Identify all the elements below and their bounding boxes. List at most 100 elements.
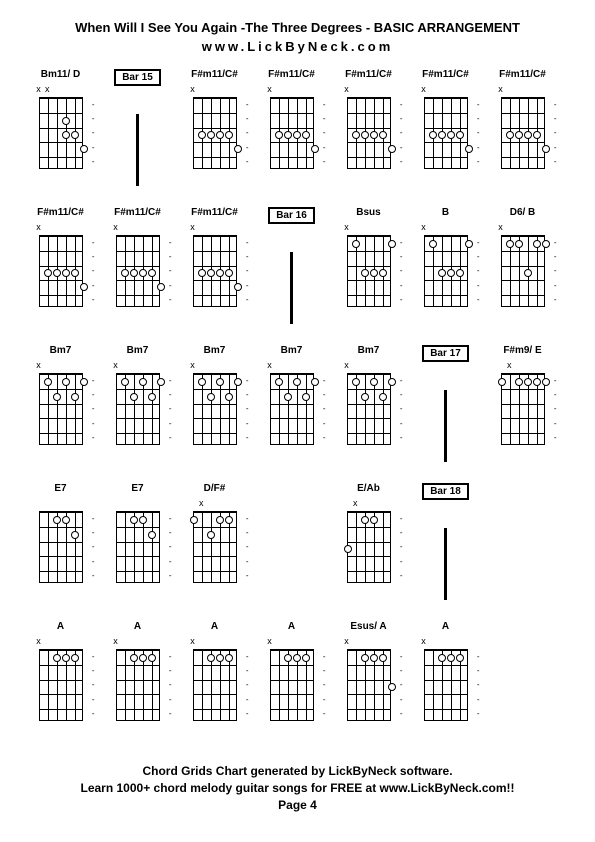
finger-dot xyxy=(121,378,129,386)
footer-line1: Chord Grids Chart generated by LickByNec… xyxy=(25,763,570,780)
finger-dot xyxy=(438,131,446,139)
fretboard xyxy=(270,97,314,169)
side-dashes: ----- xyxy=(400,235,403,307)
side-dashes: ----- xyxy=(323,97,326,169)
side-dashes: ----- xyxy=(169,649,172,721)
finger-dot xyxy=(198,131,206,139)
fretboard xyxy=(116,235,160,307)
chord-diagram: x----- xyxy=(189,501,241,587)
fretboard xyxy=(39,649,83,721)
chord-label: D6/ B xyxy=(510,207,536,221)
chord-label: A xyxy=(57,621,64,635)
chord-cell: F#m11/C#x----- xyxy=(102,207,173,337)
finger-dot xyxy=(361,393,369,401)
chord-label: F#m11/C# xyxy=(499,69,546,83)
bar-cell: Bar 16 xyxy=(256,207,327,337)
fretboard xyxy=(39,97,83,169)
finger-dot xyxy=(447,269,455,277)
fretboard xyxy=(39,511,83,583)
side-dashes: ----- xyxy=(554,373,557,445)
chord-diagram: x----- xyxy=(189,87,241,173)
finger-dot xyxy=(542,145,550,153)
top-marks: x xyxy=(497,223,549,233)
top-marks: x xyxy=(35,637,87,647)
finger-dot xyxy=(62,378,70,386)
finger-dot xyxy=(361,516,369,524)
finger-dot xyxy=(293,378,301,386)
finger-dot xyxy=(311,145,319,153)
finger-dot xyxy=(302,393,310,401)
top-marks: x xyxy=(343,637,395,647)
finger-dot xyxy=(379,393,387,401)
bar-cell: Bar 18 xyxy=(410,483,481,613)
finger-dot xyxy=(157,378,165,386)
header: When Will I See You Again -The Three Deg… xyxy=(25,20,570,54)
bar-divider-line xyxy=(290,252,293,324)
top-marks: x xyxy=(266,637,318,647)
chord-cell: Bm7x----- xyxy=(256,345,327,475)
fretboard xyxy=(116,373,160,445)
side-dashes: ----- xyxy=(477,235,480,307)
finger-dot xyxy=(139,654,147,662)
page-title: When Will I See You Again -The Three Deg… xyxy=(25,20,570,35)
side-dashes: ----- xyxy=(400,511,403,583)
empty-cell xyxy=(487,483,558,613)
bar-cell: Bar 17 xyxy=(410,345,481,475)
finger-dot xyxy=(524,131,532,139)
bar-divider-line xyxy=(136,114,139,186)
finger-dot xyxy=(157,283,165,291)
finger-dot xyxy=(370,378,378,386)
chord-cell: Bm7x----- xyxy=(102,345,173,475)
chord-cell: Bx----- xyxy=(410,207,481,337)
finger-dot xyxy=(284,654,292,662)
chord-cell: F#m11/C#x----- xyxy=(25,207,96,337)
finger-dot xyxy=(284,393,292,401)
chord-diagram: x----- xyxy=(35,225,87,311)
chord-cell: E7----- xyxy=(25,483,96,613)
bar-divider-line xyxy=(444,390,447,462)
chord-diagram: x----- xyxy=(35,639,87,725)
finger-dot xyxy=(44,269,52,277)
finger-dot xyxy=(234,283,242,291)
chord-diagram: x----- xyxy=(497,225,549,311)
finger-dot xyxy=(53,516,61,524)
chord-diagram: x----- xyxy=(343,639,395,725)
finger-dot xyxy=(198,378,206,386)
chord-diagram: x----- xyxy=(189,363,241,449)
chord-cell: Bsusx----- xyxy=(333,207,404,337)
bar-label: Bar 15 xyxy=(114,69,161,86)
finger-dot xyxy=(71,654,79,662)
chord-diagram: x----- xyxy=(343,363,395,449)
chord-grid: Bm11/ Dxx-----Bar 15F#m11/C#x-----F#m11/… xyxy=(25,69,570,751)
chord-cell: Bm7x----- xyxy=(179,345,250,475)
chord-label: F#m11/C# xyxy=(345,69,392,83)
side-dashes: ----- xyxy=(323,373,326,445)
finger-dot xyxy=(234,145,242,153)
top-marks: x xyxy=(343,361,395,371)
finger-dot xyxy=(506,240,514,248)
chord-cell: F#m9/ Ex----- xyxy=(487,345,558,475)
finger-dot xyxy=(62,654,70,662)
finger-dot xyxy=(207,531,215,539)
empty-cell xyxy=(256,483,327,613)
chord-label: A xyxy=(211,621,218,635)
finger-dot xyxy=(388,145,396,153)
chord-cell: F#m11/C#x----- xyxy=(333,69,404,199)
finger-dot xyxy=(293,654,301,662)
chord-diagram: x----- xyxy=(420,225,472,311)
finger-dot xyxy=(216,269,224,277)
chord-label: Esus/ A xyxy=(350,621,386,635)
top-marks: x xyxy=(343,223,395,233)
top-marks: x xyxy=(112,361,164,371)
chord-label: F#m11/C# xyxy=(191,69,238,83)
chord-cell: Ax----- xyxy=(102,621,173,751)
top-marks xyxy=(112,499,164,509)
chord-diagram: x----- xyxy=(343,501,395,587)
top-marks: x xyxy=(189,499,241,509)
chord-label: Bm7 xyxy=(358,345,380,359)
chord-label: Bm7 xyxy=(50,345,72,359)
chord-label: F#m11/C# xyxy=(268,69,315,83)
finger-dot xyxy=(71,269,79,277)
chord-label: F#m11/C# xyxy=(191,207,238,221)
website-url: www.LickByNeck.com xyxy=(25,39,570,54)
